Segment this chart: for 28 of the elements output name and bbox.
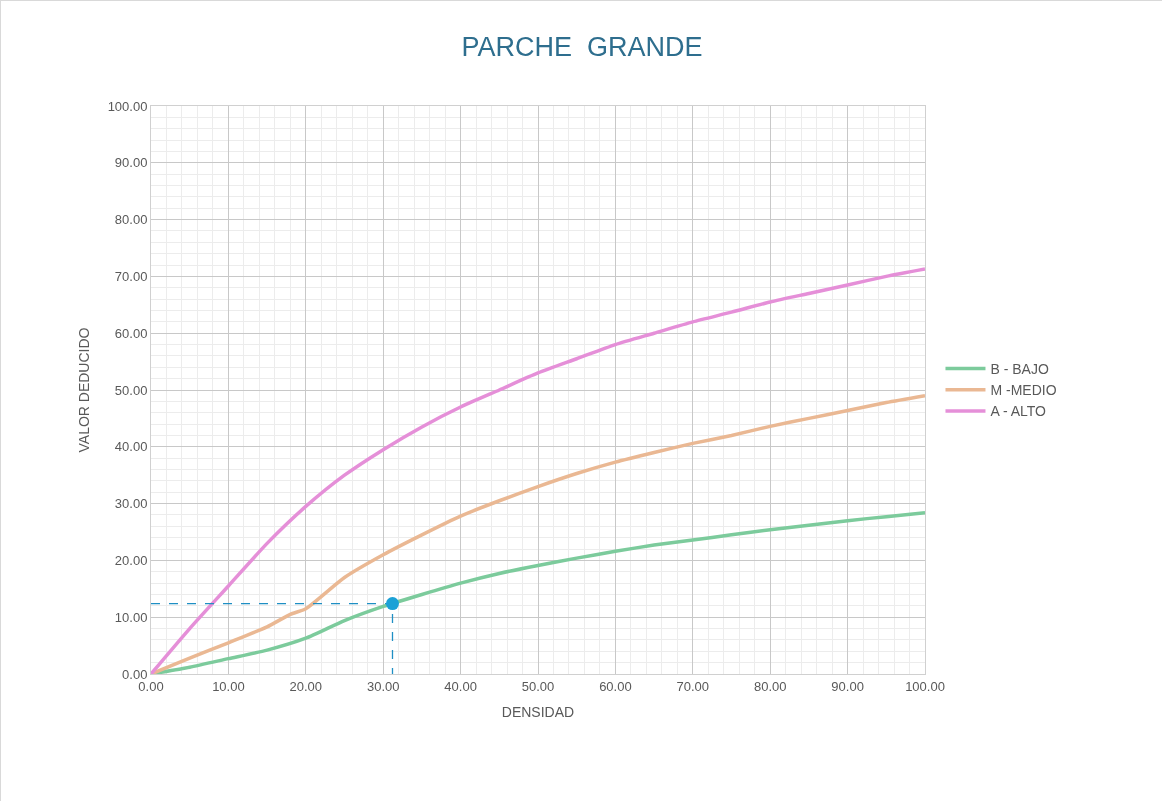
x-tick-label: 70.00: [676, 678, 710, 694]
x-tick-label: 10.00: [212, 678, 245, 694]
y-tick-label: 40.00: [114, 439, 148, 455]
y-tick-label: 70.00: [114, 268, 148, 284]
x-tick-label: 50.00: [521, 678, 555, 694]
x-tick-label: 90.00: [831, 678, 864, 694]
legend-label: M -MEDIO: [990, 382, 1057, 399]
y-tick-label: 10.00: [114, 609, 148, 625]
y-tick-label: 50.00: [114, 382, 148, 398]
y-tick-label: 80.00: [114, 212, 148, 228]
y-tick-label: 60.00: [114, 325, 148, 341]
x-tick-label: 80.00: [753, 678, 787, 694]
x-tick-label: 60.00: [599, 678, 632, 694]
y-tick-label: 90.00: [114, 155, 148, 171]
y-axis-title: VALOR DEDUCIDO: [76, 327, 93, 453]
x-axis-title: DENSIDAD: [501, 703, 575, 720]
chart-title: PARCHE GRANDE: [461, 31, 703, 62]
x-tick-label: 40.00: [444, 678, 477, 694]
x-tick-label: 20.00: [289, 678, 323, 694]
y-tick-label: 30.00: [114, 496, 148, 512]
legend-label: B - BAJO: [990, 361, 1049, 378]
y-tick-label: 20.00: [114, 552, 148, 568]
line-series: [151, 267, 925, 674]
legend-label: A - ALTO: [990, 403, 1047, 420]
y-tick-label: 100.00: [107, 98, 148, 114]
line-series: [151, 393, 925, 674]
x-tick-label: 30.00: [366, 678, 400, 694]
x-tick-label: 100.00: [905, 678, 945, 694]
